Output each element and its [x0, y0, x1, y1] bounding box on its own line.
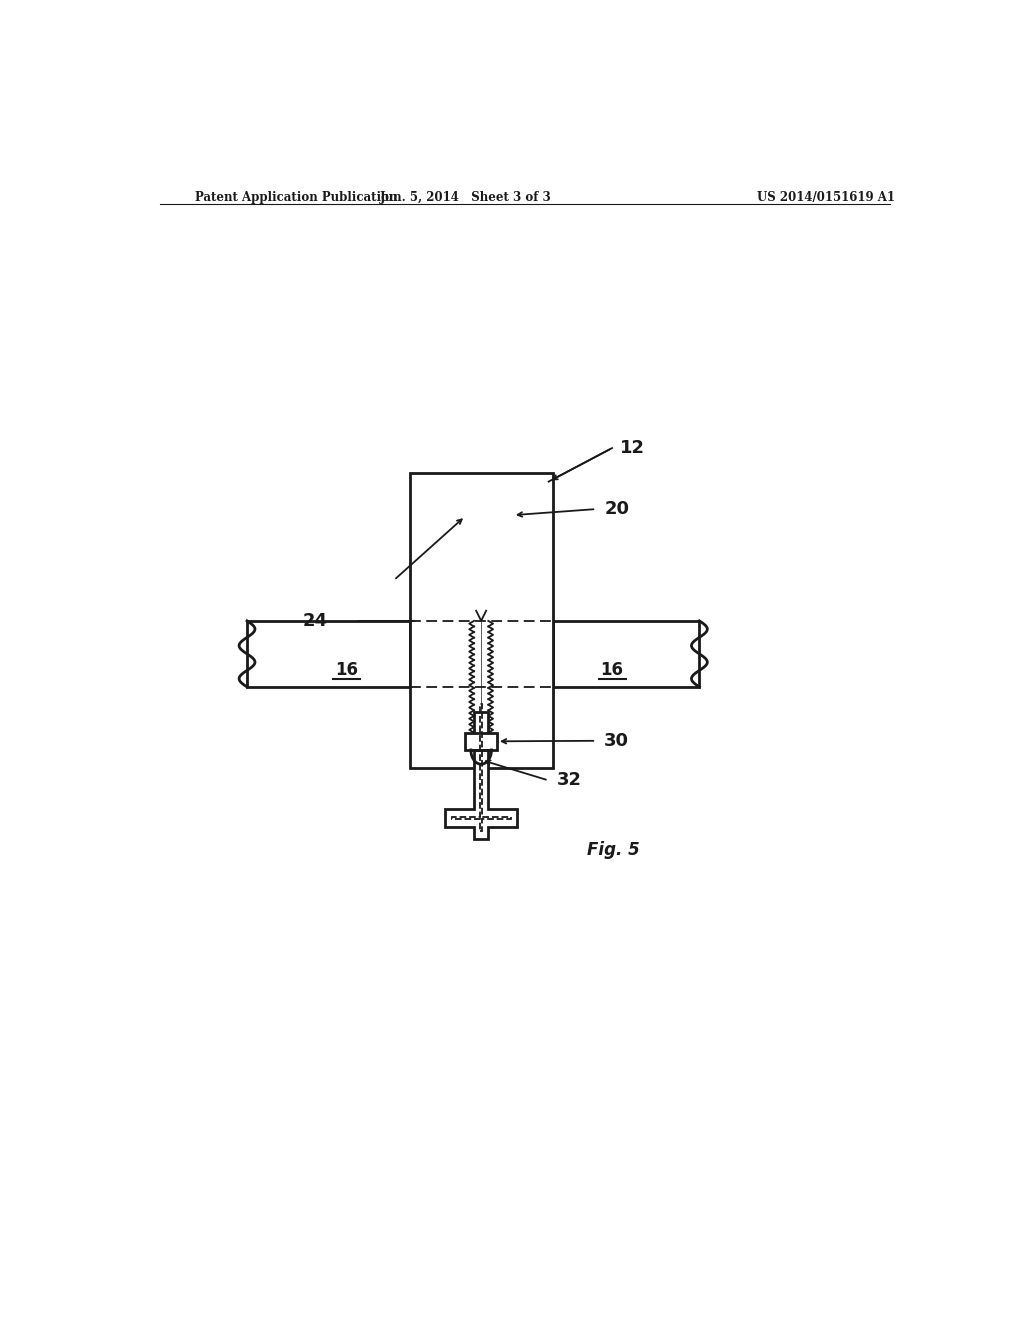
Text: 24: 24 — [303, 612, 328, 630]
Polygon shape — [445, 713, 517, 840]
Text: US 2014/0151619 A1: US 2014/0151619 A1 — [758, 190, 895, 203]
Text: 20: 20 — [604, 500, 629, 517]
Text: 16: 16 — [335, 661, 357, 678]
Text: 30: 30 — [604, 731, 629, 750]
Bar — [465, 733, 497, 750]
Text: 32: 32 — [557, 771, 582, 789]
Bar — [553, 620, 699, 686]
Bar — [410, 474, 553, 768]
Text: Fig. 5: Fig. 5 — [587, 841, 639, 858]
Text: 16: 16 — [601, 661, 624, 678]
Bar — [247, 620, 410, 686]
Text: Jun. 5, 2014   Sheet 3 of 3: Jun. 5, 2014 Sheet 3 of 3 — [380, 190, 551, 203]
Text: 12: 12 — [620, 440, 645, 457]
Text: Patent Application Publication: Patent Application Publication — [196, 190, 398, 203]
